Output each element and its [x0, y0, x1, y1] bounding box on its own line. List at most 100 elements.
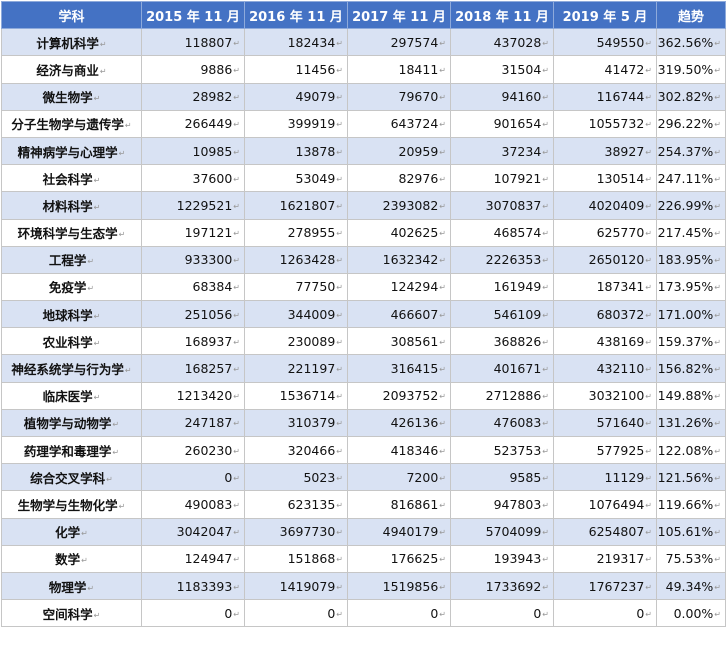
paragraph-mark-icon: ↵	[336, 582, 343, 592]
table-row: 农业科学↵ 168937↵ 230089↵ 308561↵ 368826↵ 438169↵…	[1, 327, 726, 356]
cell-trend: 122.08%↵	[656, 435, 726, 465]
cell-value: 418346	[390, 442, 439, 458]
paragraph-mark-icon: ↵	[233, 582, 240, 592]
cell-value: 1076494	[588, 496, 645, 512]
table-row: 精神病学与心理学↵ 10985↵ 13878↵ 20959↵ 37234↵ 38927↵ 2…	[1, 136, 726, 166]
paragraph-mark-icon: ↵	[112, 420, 120, 430]
cell-2016-11: 623135↵	[244, 490, 348, 519]
cell-value: 310379	[287, 415, 336, 431]
paragraph-mark-icon: ↵	[336, 65, 343, 75]
cell-2017-11: 79670↵	[347, 82, 451, 111]
cell-2017-11: 4940179↵	[347, 517, 451, 546]
cell-value: 183.95%	[657, 252, 714, 268]
cell-value: 193943	[493, 551, 542, 567]
cell-2017-11: 297574↵	[347, 28, 451, 57]
cell-2015-11: 37600↵	[141, 164, 245, 193]
table-row: 物理学↵ 1183393↵ 1419079↵ 1519856↵ 1733692↵ 1767…	[1, 571, 726, 601]
paragraph-mark-icon: ↵	[439, 38, 446, 48]
paragraph-mark-icon: ↵	[112, 447, 120, 457]
paragraph-mark-icon: ↵	[439, 120, 446, 130]
paragraph-mark-icon: ↵	[645, 528, 652, 538]
cell-subject: 生物学与生物化学↵	[1, 490, 142, 519]
cell-value: 综合交叉学科	[30, 470, 106, 486]
paragraph-mark-icon: ↵	[542, 528, 549, 538]
cell-subject: 空间科学↵	[1, 599, 142, 628]
cell-trend: 149.88%↵	[656, 381, 726, 410]
cell-2019-05: 0↵	[553, 599, 657, 628]
cell-value: 187341	[596, 279, 645, 295]
paragraph-mark-icon: ↵	[233, 120, 240, 130]
cell-value: 296.22%	[657, 116, 714, 132]
cell-2019-05: 6254807↵	[553, 517, 657, 546]
paragraph-mark-icon: ↵	[87, 257, 95, 267]
cell-2015-11: 933300↵	[141, 245, 245, 274]
paragraph-mark-icon: ↵	[233, 310, 240, 320]
paragraph-mark-icon: ↵	[81, 556, 88, 566]
cell-value: 319.50%	[657, 61, 714, 77]
paragraph-mark-icon: ↵	[714, 500, 721, 510]
cell-value: 4020409	[588, 197, 645, 213]
paragraph-mark-icon: ↵	[714, 310, 721, 320]
cell-trend: 121.56%↵	[656, 463, 726, 492]
paragraph-mark-icon: ↵	[542, 500, 549, 510]
header-subject: 学科	[1, 0, 142, 30]
table-row: 化学↵ 3042047↵ 3697730↵ 4940179↵ 5704099↵ 62548…	[1, 517, 726, 546]
cell-2019-05: 432110↵	[553, 354, 657, 383]
cell-value: 3042047	[176, 524, 233, 540]
paragraph-mark-icon: ↵	[542, 609, 549, 619]
table-row: 数学↵ 124947↵ 151868↵ 176625↵ 193943↵ 219317↵ 75…	[1, 544, 726, 573]
cell-value: 437028	[493, 34, 542, 50]
table-row: 材料科学↵ 1229521↵ 1621807↵ 2393082↵ 3070837↵ 402…	[1, 191, 726, 220]
paragraph-mark-icon: ↵	[233, 256, 240, 266]
cell-value: 247.11%	[657, 170, 714, 186]
cell-value: 302.82%	[657, 89, 714, 105]
cell-value: 171.00%	[657, 306, 714, 322]
cell-2018-11: 468574↵	[450, 218, 554, 247]
cell-value: 1733692	[485, 578, 542, 594]
paragraph-mark-icon: ↵	[439, 609, 446, 619]
cell-value: 402625	[390, 225, 439, 241]
cell-trend: 296.22%↵	[656, 109, 726, 138]
cell-value: 5704099	[485, 524, 542, 540]
cell-trend: 362.56%↵	[656, 28, 726, 57]
cell-value: 182434	[287, 34, 336, 50]
cell-2019-05: 438169↵	[553, 327, 657, 356]
table-row: 空间科学↵ 0↵ 0↵ 0↵ 0↵ 0↵ 0.00%↵	[1, 599, 726, 628]
cell-value: 118807	[184, 34, 233, 50]
paragraph-mark-icon: ↵	[714, 365, 721, 375]
paragraph-mark-icon: ↵	[645, 174, 652, 184]
cell-2017-11: 2393082↵	[347, 191, 451, 220]
cell-2015-11: 247187↵	[141, 408, 245, 438]
paragraph-mark-icon: ↵	[645, 120, 652, 130]
paragraph-mark-icon: ↵	[336, 446, 343, 456]
cell-2018-11: 523753↵	[450, 435, 554, 465]
paragraph-mark-icon: ↵	[233, 500, 240, 510]
cell-2016-11: 344009↵	[244, 300, 348, 329]
cell-2017-11: 1519856↵	[347, 571, 451, 601]
cell-2018-11: 546109↵	[450, 300, 554, 329]
cell-2016-11: 77750↵	[244, 272, 348, 302]
cell-2016-11: 13878↵	[244, 136, 348, 166]
cell-value: 680372	[596, 306, 645, 322]
paragraph-mark-icon: ↵	[336, 555, 343, 565]
paragraph-mark-icon: ↵	[714, 229, 721, 239]
cell-2016-11: 399919↵	[244, 109, 348, 138]
cell-value: 247187	[184, 415, 233, 431]
cell-value: 251056	[184, 306, 233, 322]
paragraph-mark-icon: ↵	[233, 555, 240, 565]
paragraph-mark-icon: ↵	[439, 337, 446, 347]
cell-value: 476083	[493, 415, 542, 431]
header-trend: 趋势	[656, 0, 726, 30]
cell-subject: 免疫学↵	[1, 272, 142, 302]
cell-value: 217.45%	[657, 225, 714, 241]
cell-value: 11129	[604, 469, 645, 485]
cell-value: 1767237	[588, 578, 645, 594]
cell-value: 75.53%	[665, 551, 714, 567]
paragraph-mark-icon: ↵	[542, 392, 549, 402]
cell-value: 工程学	[48, 253, 87, 269]
cell-value: 297574	[390, 34, 439, 50]
cell-2018-11: 161949↵	[450, 272, 554, 302]
cell-2018-11: 9585↵	[450, 463, 554, 492]
cell-value: 105.61%	[657, 524, 714, 540]
paragraph-mark-icon: ↵	[233, 609, 240, 619]
